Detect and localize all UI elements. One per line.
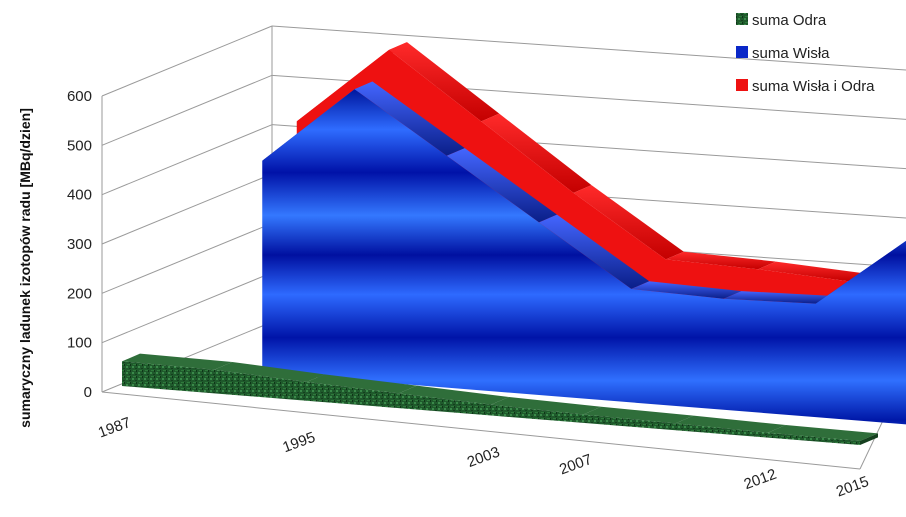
series-0-top-4 (491, 396, 602, 415)
gridline-left-400 (101, 124, 273, 196)
y-tick-label-200: 200 (67, 285, 92, 302)
legend-label-1: suma Wisła (752, 45, 830, 62)
x-tick-label-1995: 1995 (280, 429, 317, 456)
x-tick-label-2007: 2007 (557, 451, 594, 478)
legend-label-0: suma Odra (752, 12, 827, 29)
y-tick-label-300: 300 (67, 236, 92, 253)
y-axis-label: sumaryczny ladunek izotopów radu [MBq/dz… (17, 108, 33, 428)
x-tick-label-2003: 2003 (465, 444, 502, 471)
y-tick-label-600: 600 (67, 88, 92, 105)
series-0-end-cap (860, 433, 878, 445)
series-2-top-2 (481, 113, 592, 193)
plot-area (122, 42, 906, 445)
series-2-top-5 (758, 261, 869, 282)
gridline-left-600 (101, 25, 273, 97)
x-tick-label-2015: 2015 (834, 473, 871, 500)
legend-swatch-0 (736, 13, 748, 25)
series-1-top-2 (446, 148, 557, 223)
series-0-top-1 (214, 362, 325, 383)
series-1-top-4 (631, 281, 742, 299)
gridline-left-100 (101, 272, 273, 344)
legend-swatch-1 (736, 46, 748, 58)
y-tick-label-400: 400 (67, 187, 92, 204)
series-0-top-6 (675, 415, 786, 433)
series-2-top-1 (389, 42, 500, 122)
x-tick-label-2012: 2012 (742, 466, 779, 493)
series-2-top-4 (665, 251, 776, 270)
series-0-area (122, 361, 860, 445)
gridline-left-300 (101, 173, 273, 245)
legend-label-2: suma Wisła i Odra (752, 78, 875, 95)
gridline-back-600 (271, 25, 906, 71)
series-2-top-3 (573, 185, 684, 260)
gridline-left-200 (101, 222, 273, 294)
legend-swatch-2 (736, 79, 748, 91)
y-tick-label-500: 500 (67, 137, 92, 154)
x-axis-line (101, 391, 861, 470)
x-tick-label-1987: 1987 (96, 414, 133, 441)
legend: suma Odra suma Wisła suma Wisła i Odra (736, 12, 875, 95)
series-1-area (262, 89, 906, 425)
series-0-top-0 (122, 353, 233, 370)
series-1-top-5 (723, 291, 834, 304)
y-tick-label-100: 100 (67, 335, 92, 352)
series-1-top-1 (354, 81, 465, 156)
series-0-top-5 (583, 406, 694, 424)
y-tick-label-0: 0 (84, 384, 92, 401)
series-1-top-3 (539, 214, 650, 289)
gridline-left-500 (101, 74, 273, 146)
series-0-top-2 (306, 374, 417, 394)
series-0-top-3 (398, 385, 509, 405)
series-0-top-7 (767, 425, 878, 442)
